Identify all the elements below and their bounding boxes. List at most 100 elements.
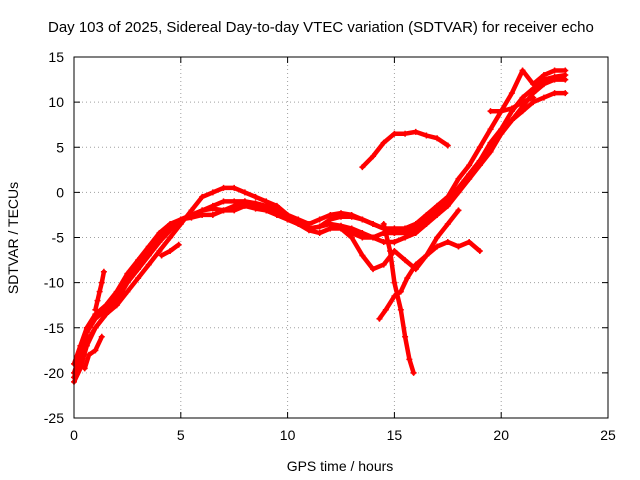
data-point-marker: [77, 342, 84, 349]
series-track-4: [71, 68, 568, 385]
data-point-marker: [376, 315, 383, 322]
data-point-marker: [188, 214, 195, 221]
data-point-marker: [209, 205, 216, 212]
data-point-marker: [508, 90, 515, 97]
data-point-marker: [519, 99, 526, 106]
data-point-marker: [370, 153, 377, 160]
data-point-marker: [406, 356, 413, 363]
x-tick-label: 10: [280, 427, 296, 443]
data-point-marker: [338, 210, 344, 217]
x-tick-label: 20: [493, 427, 509, 443]
data-point-marker: [455, 175, 462, 182]
data-point-marker: [263, 207, 270, 214]
data-point-marker: [508, 117, 515, 124]
data-point-marker: [370, 220, 377, 227]
data-point-marker: [220, 207, 227, 214]
data-point-marker: [284, 211, 291, 218]
chart-title: Day 103 of 2025, Sidereal Day-to-day VTE…: [48, 19, 594, 36]
data-point-marker: [85, 351, 92, 358]
data-point-marker: [348, 211, 355, 218]
data-point-marker: [96, 288, 103, 295]
data-point-marker: [252, 205, 259, 212]
data-point-marker: [252, 193, 259, 200]
data-point-marker: [316, 223, 323, 230]
y-tick-label: 5: [56, 139, 64, 155]
data-point-marker: [397, 306, 404, 313]
data-point-marker: [359, 252, 366, 259]
data-point-marker: [135, 257, 142, 264]
data-point-marker: [487, 126, 494, 133]
data-point-marker: [241, 202, 248, 209]
data-point-marker: [231, 184, 238, 191]
series-arc-short-3: [82, 334, 105, 371]
data-point-marker: [92, 306, 99, 313]
data-point-marker: [158, 252, 165, 259]
data-point-marker: [434, 243, 441, 250]
data-point-marker: [380, 261, 387, 268]
data-point-marker: [380, 139, 387, 146]
data-point-marker: [397, 288, 404, 295]
data-point-marker: [466, 162, 473, 169]
y-tick-label: 10: [48, 94, 64, 110]
data-point-marker: [444, 193, 451, 200]
data-point-marker: [98, 333, 105, 340]
data-point-marker: [498, 108, 505, 115]
axis-ticks: 0 5 10 15 20 25 -25 -20 -15 -10 -5 0 5 10 15: [44, 49, 616, 443]
data-point-marker: [562, 90, 569, 97]
data-point-marker: [530, 94, 537, 101]
x-tick-label: 15: [387, 427, 403, 443]
data-point-marker: [423, 252, 430, 259]
data-point-marker: [410, 369, 417, 376]
data-point-marker: [188, 207, 195, 214]
data-point-marker: [209, 211, 216, 218]
data-point-marker: [359, 164, 366, 171]
data-point-marker: [551, 67, 558, 74]
data-point-marker: [498, 130, 505, 137]
data-point-marker: [92, 347, 99, 354]
data-point-marker: [391, 293, 398, 300]
data-point-marker: [327, 211, 334, 218]
y-tick-label: -5: [52, 230, 65, 246]
series-arc-drop: [381, 221, 416, 376]
data-point-marker: [199, 193, 206, 200]
data-point-marker: [455, 184, 462, 191]
data-point-marker: [444, 142, 451, 149]
data-point-marker: [156, 248, 163, 255]
data-point-marker: [220, 198, 227, 205]
data-point-marker: [412, 220, 419, 227]
data-point-marker: [466, 171, 473, 178]
data-point-marker: [519, 67, 526, 74]
data-point-marker: [540, 94, 547, 101]
data-point-marker: [327, 225, 334, 232]
data-point-marker: [220, 184, 227, 191]
data-point-marker: [519, 108, 526, 115]
series-track-3: [71, 90, 568, 367]
data-point-marker: [402, 130, 409, 137]
y-tick-label: -10: [44, 275, 64, 291]
data-point-marker: [444, 220, 451, 227]
data-point-marker: [100, 268, 107, 275]
data-point-marker: [81, 365, 88, 372]
y-tick-label: -20: [44, 365, 64, 381]
data-point-marker: [562, 76, 569, 83]
data-point-marker: [177, 220, 184, 227]
data-point-marker: [231, 207, 238, 214]
data-point-marker: [412, 128, 419, 135]
data-point-marker: [124, 270, 131, 277]
data-point-marker: [98, 279, 105, 286]
data-point-marker: [305, 220, 312, 227]
series-arc-dip: [338, 226, 483, 272]
x-tick-label: 0: [70, 427, 78, 443]
data-point-marker: [391, 225, 398, 232]
data-point-marker: [83, 342, 90, 349]
data-point-marker: [508, 105, 515, 112]
data-point-marker: [487, 108, 494, 115]
data-point-marker: [476, 157, 483, 164]
data-point-marker: [382, 306, 389, 313]
data-point-marker: [263, 198, 270, 205]
data-point-marker: [412, 229, 419, 236]
data-point-marker: [444, 239, 451, 246]
data-point-marker: [316, 216, 323, 223]
data-point-marker: [273, 202, 280, 209]
data-point-marker: [391, 239, 398, 246]
